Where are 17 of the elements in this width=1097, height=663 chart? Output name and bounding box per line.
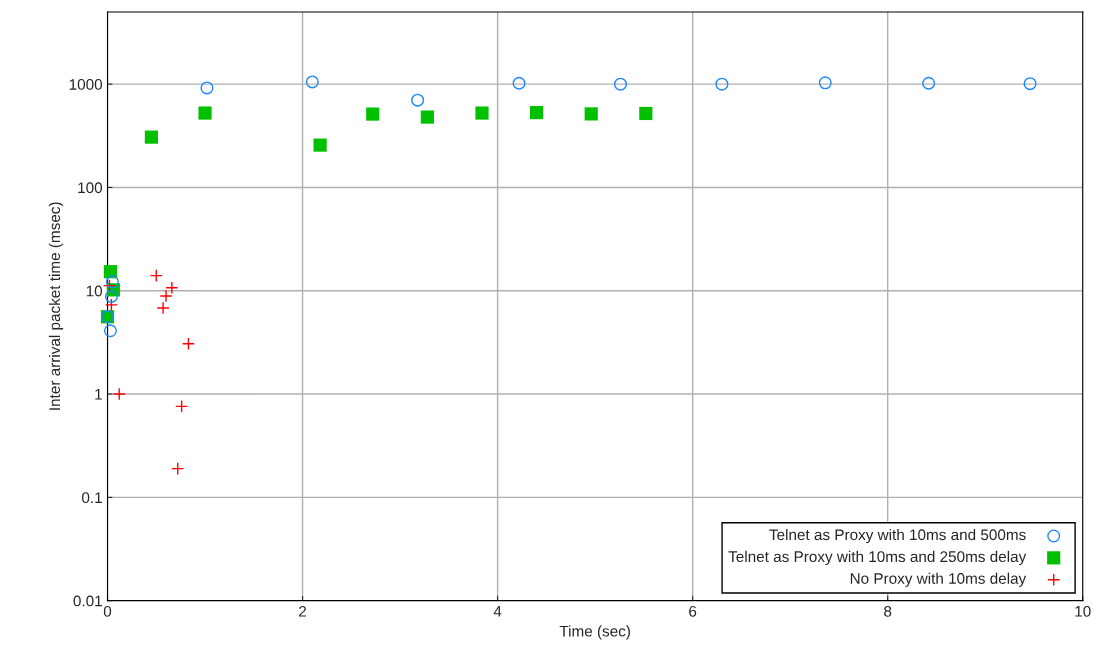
legend-label: Telnet as Proxy with 10ms and 250ms delay (728, 550, 1027, 566)
y-tick-label: 0.1 (82, 492, 102, 504)
y-tick-label: 1 (95, 389, 102, 400)
x-tick-label: 0 (103, 605, 112, 617)
x-tick-label: 6 (689, 605, 697, 617)
x-tick-label: 8 (884, 605, 892, 617)
y-axis-title: Inter arrival packet time (msec) (48, 202, 64, 410)
legend-label: Telnet as Proxy with 10ms and 500ms (769, 528, 1026, 544)
y-tick-label: 1000 (69, 79, 103, 90)
y-tick-label: 10 (86, 285, 103, 297)
y-tick-label: 100 (78, 182, 103, 194)
y-tick-label: 0.01 (73, 595, 102, 607)
x-tick-label: 2 (299, 605, 307, 617)
x-tick-label: 4 (493, 606, 502, 617)
x-axis-title: Time (sec) (559, 625, 630, 640)
x-tick-label: 10 (1075, 605, 1091, 617)
legend-label: No Proxy with 10ms delay (850, 572, 1027, 587)
